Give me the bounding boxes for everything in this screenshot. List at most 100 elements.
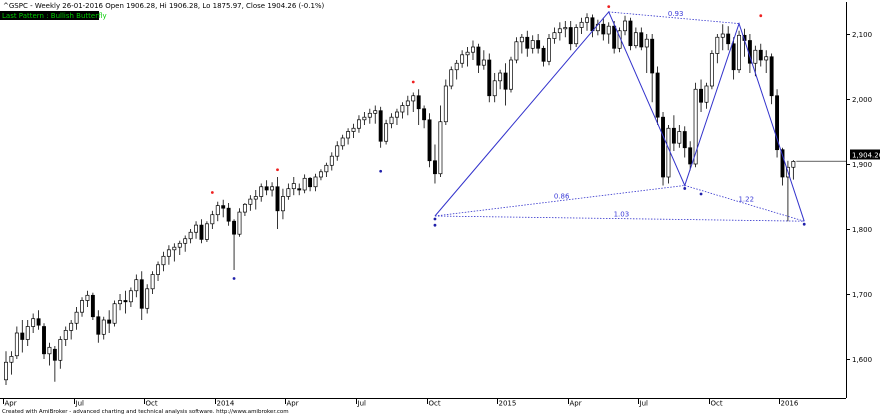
candle-up bbox=[519, 36, 524, 43]
candle-up bbox=[270, 186, 275, 191]
candles-layer bbox=[4, 13, 796, 385]
candle-up bbox=[166, 249, 171, 257]
x-tick-label: Jul bbox=[357, 400, 367, 408]
candle-up bbox=[677, 131, 682, 144]
markers-layer bbox=[210, 5, 846, 280]
candle-up bbox=[118, 300, 122, 305]
candle-up bbox=[737, 34, 742, 71]
candle-up bbox=[346, 131, 351, 139]
y-tick-label: 2,000 bbox=[852, 96, 872, 104]
candle-down bbox=[20, 332, 25, 340]
candle-up bbox=[31, 318, 36, 327]
candle-up bbox=[585, 17, 589, 23]
candle-up bbox=[514, 41, 519, 61]
candle-up bbox=[313, 176, 318, 188]
candle-up bbox=[405, 100, 410, 106]
candle-up bbox=[177, 242, 182, 248]
swing-high-marker bbox=[276, 168, 279, 172]
chart-title: ^GSPC - Weekly 26-01-2016 Open 1906.28, … bbox=[3, 2, 325, 10]
candle-up bbox=[498, 72, 503, 82]
last-price-box bbox=[850, 149, 880, 160]
candle-up bbox=[465, 51, 470, 56]
candle-up bbox=[204, 223, 209, 240]
candle-up bbox=[395, 111, 399, 118]
candle-up bbox=[411, 95, 416, 102]
candle-up bbox=[156, 264, 160, 275]
candle-up bbox=[74, 311, 79, 324]
candle-up bbox=[335, 145, 340, 157]
candle-down bbox=[671, 127, 676, 144]
axis-layer: 1,600 1,700 1,800 1,900 2,000 2,100 Apr Jul Oct 2… bbox=[0, 2, 872, 408]
candle-up bbox=[791, 161, 796, 168]
candle-down bbox=[427, 119, 432, 162]
candle-up bbox=[623, 20, 627, 32]
candle-up bbox=[373, 110, 378, 114]
candle-up bbox=[389, 116, 394, 125]
pattern-layer: 0.93 0.86 1.22 1.03 bbox=[433, 10, 806, 226]
x-tick-label: 2016 bbox=[781, 400, 799, 408]
candle-up bbox=[188, 231, 193, 240]
x-tick-label: Apr bbox=[5, 400, 17, 408]
candle-up bbox=[101, 319, 106, 335]
candle-up bbox=[547, 38, 551, 62]
candle-up bbox=[633, 32, 638, 47]
candle-down bbox=[232, 220, 237, 235]
candle-up bbox=[253, 196, 258, 200]
candle-up bbox=[14, 332, 19, 357]
x-tick-label: Oct bbox=[146, 400, 158, 408]
candle-up bbox=[9, 356, 14, 363]
candle-up bbox=[357, 119, 361, 129]
pattern-label-box bbox=[0, 11, 99, 20]
candle-up bbox=[340, 137, 345, 147]
pattern-label: Last Pattern : Bullish Butterfly bbox=[2, 12, 107, 20]
candle-down bbox=[601, 23, 606, 35]
candle-up bbox=[644, 38, 649, 48]
candle-up bbox=[471, 46, 475, 53]
candle-up bbox=[449, 69, 454, 87]
candle-up bbox=[563, 27, 568, 30]
candle-up bbox=[145, 288, 150, 309]
candle-up bbox=[606, 25, 611, 35]
candle-down bbox=[139, 279, 144, 309]
candle-up bbox=[530, 40, 535, 49]
candle-up bbox=[25, 326, 30, 340]
swing-low-marker bbox=[379, 169, 383, 173]
candle-up bbox=[194, 224, 198, 233]
candle-down bbox=[90, 294, 95, 318]
swing-low-marker bbox=[232, 277, 236, 280]
candle-up bbox=[85, 294, 90, 301]
candle-down bbox=[416, 95, 421, 110]
swing-high-marker bbox=[759, 14, 763, 18]
candle-up bbox=[318, 171, 323, 178]
candle-up bbox=[400, 105, 405, 113]
candle-up bbox=[210, 214, 215, 225]
pattern-low-point bbox=[802, 222, 806, 226]
candle-up bbox=[329, 155, 334, 166]
pattern-ratio-label: 1.03 bbox=[614, 211, 630, 219]
y-tick-label: 1,600 bbox=[852, 356, 872, 364]
candle-down bbox=[264, 186, 269, 191]
candle-up bbox=[161, 255, 166, 266]
candle-up bbox=[509, 59, 513, 90]
candle-down bbox=[476, 46, 481, 66]
candle-down bbox=[731, 43, 736, 71]
candle-down bbox=[36, 318, 41, 326]
y-tick-label: 2,100 bbox=[852, 31, 872, 39]
candle-down bbox=[487, 59, 492, 97]
candle-down bbox=[780, 149, 785, 178]
candle-down bbox=[769, 56, 774, 97]
y-tick-label: 1,900 bbox=[852, 161, 872, 169]
candle-up bbox=[438, 121, 443, 175]
pattern-ratio-label: 1.22 bbox=[738, 195, 754, 203]
candle-down bbox=[96, 316, 101, 335]
candle-down bbox=[699, 88, 703, 103]
candle-up bbox=[63, 330, 68, 340]
pattern-ratio-label: 0.93 bbox=[668, 10, 684, 18]
y-tick-label: 1,800 bbox=[852, 226, 872, 234]
pattern-ratio-line bbox=[608, 11, 740, 24]
candle-down bbox=[297, 188, 302, 191]
swing-high-marker bbox=[607, 5, 611, 8]
x-tick-label: Jul bbox=[639, 400, 649, 408]
last-price-label: 1,904.26 bbox=[852, 152, 880, 160]
candle-down bbox=[639, 32, 644, 48]
